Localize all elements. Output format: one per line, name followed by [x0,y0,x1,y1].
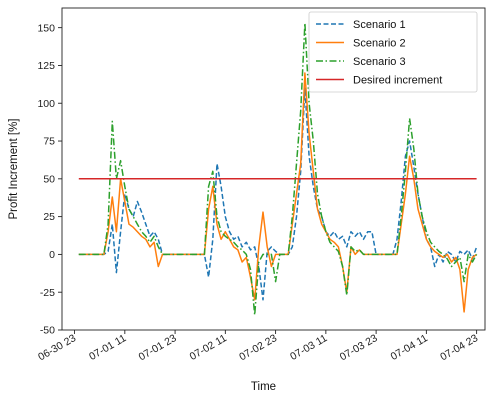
y-tick-label: 100 [37,98,55,110]
x-axis: 06-30 23 07-01 11 07-01 23 07-02 11 07-02 23… [36,330,480,363]
series-line-scenario-3 [78,22,478,316]
x-tick-label: 07-04 23 [438,332,480,363]
x-tick-label: 06-30 23 [36,332,78,363]
y-axis-label: Profit Increment [%] [8,119,20,220]
y-tick-label: -25 [40,287,55,299]
y-tick-label: 0 [49,249,55,261]
x-tick-label: 07-03 23 [338,332,380,363]
y-tick-label: 125 [37,60,55,72]
legend-frame [308,11,478,93]
x-tick-label: 07-04 11 [389,332,430,363]
legend-label: Scenario 3 [353,56,406,68]
plot-frame [61,7,486,331]
legend-label: Desired increment [353,75,442,87]
legend: Scenario 1 Scenario 2 Scenario 3 Desired in… [308,11,478,93]
y-tick-label: 25 [43,211,55,223]
legend-label: Scenario 2 [353,38,406,50]
y-axis: -50 -25 0 25 50 75 100 125 150 [37,22,62,337]
y-tick-label: 50 [43,173,55,185]
x-tick-label: 07-02 11 [188,332,229,363]
x-tick-label: 07-02 23 [237,332,279,363]
x-tick-label: 07-01 11 [87,332,128,363]
x-tick-label: 07-03 11 [288,332,329,363]
x-axis-label: Time [251,381,276,393]
y-tick-label: 75 [43,136,55,148]
x-tick-label: 07-01 23 [137,332,179,363]
legend-label: Scenario 1 [353,19,406,31]
y-tick-label: -50 [40,325,55,337]
plot-series-group [78,22,478,316]
y-tick-label: 150 [37,22,55,34]
series-line-scenario-2 [78,72,478,313]
